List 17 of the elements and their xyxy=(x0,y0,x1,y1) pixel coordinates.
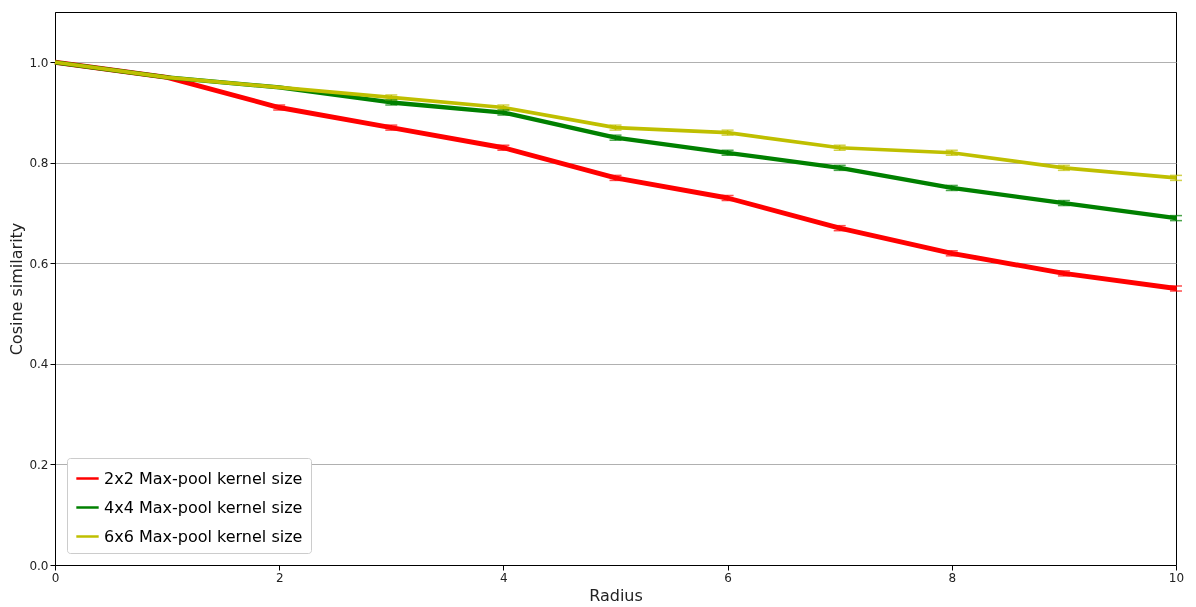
x-tick-label: 4 xyxy=(500,570,508,585)
y-tick-label: 0.8 xyxy=(29,156,49,171)
x-axis-title: Radius xyxy=(589,585,643,605)
y-tick-label: 0.6 xyxy=(29,256,49,271)
legend-label: 2x2 Max-pool kernel size xyxy=(104,468,303,488)
y-tick-label: 0.0 xyxy=(29,558,49,573)
legend-label: 4x4 Max-pool kernel size xyxy=(104,497,303,517)
x-tick-label: 2 xyxy=(275,570,284,585)
x-tick-label: 0 xyxy=(51,570,60,585)
x-tick-label: 8 xyxy=(948,570,957,585)
y-tick-label: 1.0 xyxy=(29,55,49,70)
y-tick-label: 0.2 xyxy=(29,457,49,472)
x-tick-label: 6 xyxy=(724,570,732,585)
legend-label: 6x6 Max-pool kernel size xyxy=(104,526,303,546)
x-tick-label: 10 xyxy=(1168,570,1185,585)
y-tick-label: 0.4 xyxy=(29,357,49,372)
y-axis-title: Cosine similarity xyxy=(7,222,27,356)
